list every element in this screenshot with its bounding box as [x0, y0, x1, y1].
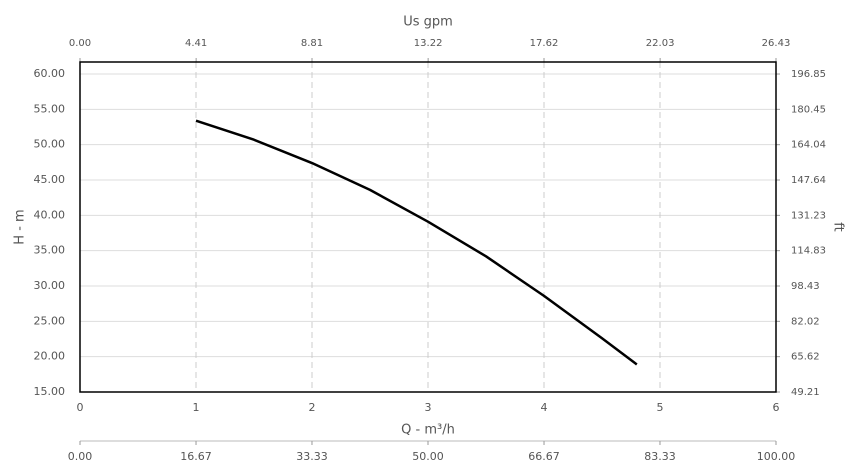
- x3-tick-label: 16.67: [180, 450, 212, 463]
- y-tick-label: 15.00: [34, 385, 66, 398]
- x2-tick-label: 22.03: [646, 38, 675, 49]
- x-tick-label: 5: [657, 401, 664, 414]
- y2-axis-title: ft: [831, 222, 846, 231]
- y2-tick-label: 164.04: [791, 140, 826, 151]
- plot-border: [79, 61, 777, 393]
- x2-tick-label: 17.62: [530, 38, 559, 49]
- x3-tick-label: 83.33: [644, 450, 676, 463]
- x-tick-label: 4: [541, 401, 548, 414]
- x2-tick-label: 13.22: [414, 38, 443, 49]
- top-axis-title: Us gpm: [403, 15, 453, 30]
- y2-tick-label: 98.43: [791, 281, 820, 292]
- y2-tick-label: 114.83: [791, 246, 826, 257]
- x3-tick-label: 66.67: [528, 450, 560, 463]
- y2-tick-label: 65.62: [791, 352, 820, 363]
- y2-tick-label: 196.85: [791, 69, 826, 80]
- y2-tick-label: 82.02: [791, 316, 820, 327]
- x-tick-label: 1: [193, 401, 200, 414]
- y2-tick-label: 147.64: [791, 175, 826, 186]
- y-axis-title: H - m: [13, 209, 28, 244]
- y-tick-label: 30.00: [34, 279, 66, 292]
- y-tick-label: 35.00: [34, 244, 66, 257]
- x3-tick-label: 100.00: [757, 450, 796, 463]
- x2-tick-label: 8.81: [301, 38, 323, 49]
- y2-tick-label: 49.21: [791, 387, 820, 398]
- x-tick-label: 6: [773, 401, 780, 414]
- y2-tick-label: 131.23: [791, 210, 826, 221]
- x2-tick-label: 4.41: [185, 38, 207, 49]
- x3-tick-label: 33.33: [296, 450, 328, 463]
- y-tick-label: 25.00: [34, 314, 66, 327]
- y-tick-label: 45.00: [34, 173, 66, 186]
- curve: [195, 119, 638, 366]
- y-tick-label: 50.00: [34, 138, 66, 151]
- x-tick-label: 3: [425, 401, 432, 414]
- x3-tick-label: 0.00: [68, 450, 93, 463]
- x-tick-label: 2: [309, 401, 316, 414]
- y-tick-label: 20.00: [34, 350, 66, 363]
- y-tick-label: 40.00: [34, 208, 66, 221]
- y2-tick-label: 180.45: [791, 104, 826, 115]
- x2-tick-label: 0.00: [69, 38, 91, 49]
- y-tick-label: 60.00: [34, 67, 66, 80]
- x-tick-label: 0: [77, 401, 84, 414]
- x2-tick-label: 26.43: [762, 38, 791, 49]
- y-tick-label: 55.00: [34, 102, 66, 115]
- x-axis-title: Q - m³/h: [401, 423, 455, 438]
- x3-tick-label: 50.00: [412, 450, 444, 463]
